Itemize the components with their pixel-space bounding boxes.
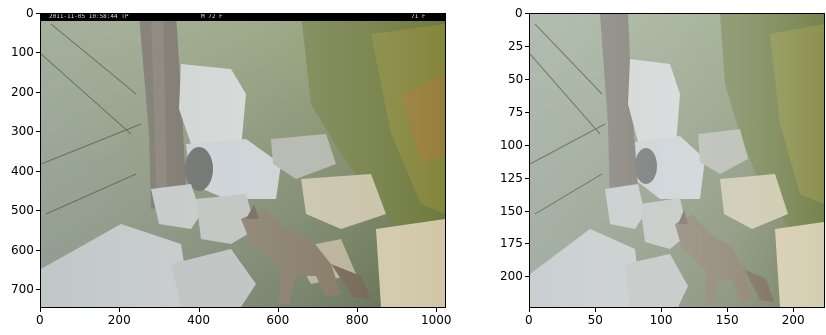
left_plot-x-tick-label: 400 <box>187 313 210 327</box>
right_plot-x-tick-label: 50 <box>587 313 603 327</box>
right_plot-y-tick-label: 75 <box>508 104 524 119</box>
right_plot-x-tick <box>529 308 530 312</box>
right_plot-x-tick-label: 100 <box>649 313 673 327</box>
left-image-axes: 2011-11-05 10:58:44 TP M 72 F 71 F <box>40 13 446 308</box>
left_plot-x-tick <box>436 308 438 312</box>
right_plot-y-tick-label: 100 <box>500 137 523 152</box>
left_plot-x-tick <box>277 308 279 312</box>
camera-banner-left-text: 2011-11-05 10:58:44 TP <box>49 13 129 20</box>
right_plot-y-tick-label: 150 <box>500 203 523 218</box>
right_plot-x-tick <box>793 308 795 312</box>
left_plot-y-tick <box>36 13 40 14</box>
left_plot-y-tick-label: 100 <box>11 45 34 60</box>
right_plot-x-tick <box>595 308 597 312</box>
right_plot-y-tick <box>525 13 529 14</box>
left_plot-x-tick-label: 800 <box>345 313 369 327</box>
right_plot-x-tick <box>727 308 729 312</box>
camera-banner-mid-text: M 72 F <box>201 13 223 20</box>
right_plot-x-tick <box>661 308 663 312</box>
left_plot-y-tick-label: 600 <box>11 242 34 257</box>
left_plot-y-tick <box>36 91 40 93</box>
left_plot-x-tick <box>198 308 200 312</box>
right_plot-y-tick <box>525 210 529 212</box>
left_plot-y-tick-label: 300 <box>11 124 34 139</box>
left_plot-x-tick <box>357 308 359 312</box>
left_plot-x-tick <box>119 308 121 312</box>
right_plot-y-tick <box>525 144 529 146</box>
left_plot-x-tick-label: 200 <box>107 313 131 327</box>
right_plot-x-tick-label: 200 <box>781 313 805 327</box>
right_plot-y-tick <box>525 177 529 179</box>
right-trail-camera-image <box>530 14 824 307</box>
right_plot-y-tick <box>525 276 529 278</box>
right_plot-y-tick-label: 0 <box>515 6 523 20</box>
right_plot-y-tick <box>525 78 529 80</box>
left_plot-y-tick <box>36 52 40 54</box>
left_plot-y-tick-label: 200 <box>11 84 34 99</box>
left_plot-y-tick-label: 0 <box>26 6 34 20</box>
right_plot-x-tick-label: 0 <box>525 313 533 327</box>
left_plot-y-tick <box>36 210 40 212</box>
left_plot-y-tick <box>36 170 40 172</box>
right_plot-y-tick <box>525 45 529 47</box>
right_plot-x-tick-label: 150 <box>715 313 739 327</box>
right_plot-y-tick-label: 125 <box>500 170 523 185</box>
left_plot-y-tick-label: 500 <box>11 203 34 218</box>
right_plot-y-tick-label: 25 <box>508 38 524 53</box>
camera-banner-right-text: 71 F <box>411 13 426 20</box>
left_plot-y-tick <box>36 289 40 291</box>
left-trail-camera-image <box>41 14 445 307</box>
right_plot-y-tick-label: 50 <box>508 71 524 86</box>
right_plot-y-tick <box>525 243 529 245</box>
left_plot-y-tick-label: 400 <box>11 163 34 178</box>
right_plot-y-tick <box>525 111 529 113</box>
left_plot-y-tick <box>36 131 40 133</box>
left_plot-y-tick <box>36 249 40 251</box>
right_plot-y-tick-label: 175 <box>500 236 523 251</box>
left_plot-y-tick-label: 700 <box>11 282 34 297</box>
left_plot-x-tick <box>40 308 41 312</box>
right_plot-y-tick-label: 200 <box>500 269 523 284</box>
left_plot-x-tick-label: 0 <box>36 313 44 327</box>
left_plot-x-tick-label: 600 <box>266 313 290 327</box>
left_plot-x-tick-label: 1000 <box>420 313 452 327</box>
right-image-axes <box>529 13 825 308</box>
